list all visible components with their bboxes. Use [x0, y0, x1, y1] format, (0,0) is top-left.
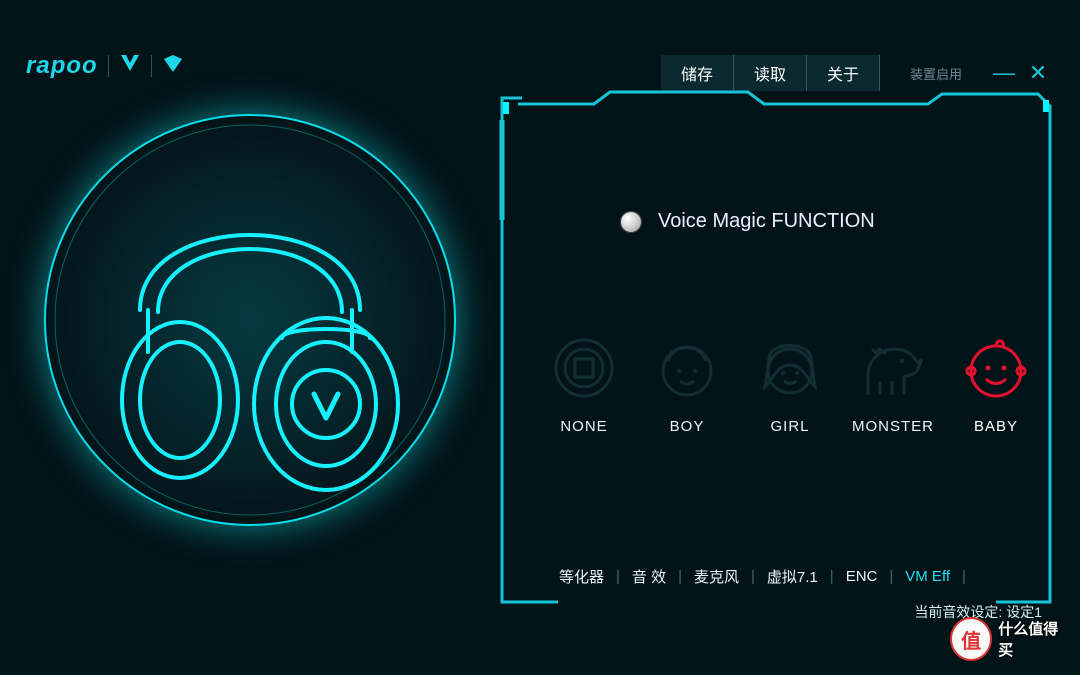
effect-none[interactable]: NONE: [540, 332, 628, 435]
bottom-tabs: 等化器 | 音 效 | 麦克风 | 虚拟7.1 | ENC | VM Eff |: [555, 566, 974, 587]
effect-label: NONE: [540, 418, 628, 435]
tab-sound-effect[interactable]: 音 效: [628, 566, 670, 587]
save-button[interactable]: 储存: [661, 55, 734, 91]
baby-icon: [952, 332, 1040, 404]
voice-magic-label: Voice Magic FUNCTION: [658, 210, 875, 233]
brand-logo: rapoo: [26, 52, 184, 80]
brand-name: rapoo: [26, 52, 98, 80]
voice-effects-row: NONE BOY GIRL MONSTER BABY: [540, 332, 1040, 435]
effect-boy[interactable]: BOY: [643, 332, 731, 435]
radio-icon: [620, 211, 642, 233]
watermark: 值 什么值得买: [950, 613, 1070, 665]
effect-label: MONSTER: [849, 418, 937, 435]
watermark-text: 什么值得买: [998, 618, 1070, 660]
logo-sep: [151, 55, 152, 77]
window-toolbar: 储存 读取 关于 装置启用 — ✕: [661, 55, 1050, 91]
device-status: 装置启用: [910, 64, 962, 83]
close-button[interactable]: ✕: [1026, 60, 1050, 86]
tab-equalizer[interactable]: 等化器: [555, 566, 608, 587]
watermark-badge-icon: 值: [950, 617, 992, 661]
minimize-button[interactable]: —: [992, 60, 1016, 86]
effect-baby[interactable]: BABY: [952, 332, 1040, 435]
logo-sep: [108, 55, 109, 77]
headset-visual: [30, 100, 470, 540]
effect-girl[interactable]: GIRL: [746, 332, 834, 435]
brand-v-icon: [119, 53, 141, 79]
boy-icon: [643, 332, 731, 404]
tab-enc[interactable]: ENC: [842, 568, 882, 585]
none-icon: [540, 332, 628, 404]
effect-label: BABY: [952, 418, 1040, 435]
brand-shield-icon: [162, 53, 184, 79]
effect-label: BOY: [643, 418, 731, 435]
tab-vm-eff[interactable]: VM Eff: [901, 568, 954, 585]
effect-label: GIRL: [746, 418, 834, 435]
voice-magic-toggle[interactable]: Voice Magic FUNCTION: [620, 210, 875, 233]
load-button[interactable]: 读取: [734, 55, 807, 91]
tab-virtual-71[interactable]: 虚拟7.1: [763, 566, 822, 587]
monster-icon: [849, 332, 937, 404]
about-button[interactable]: 关于: [807, 55, 880, 91]
girl-icon: [746, 332, 834, 404]
effect-monster[interactable]: MONSTER: [849, 332, 937, 435]
tab-microphone[interactable]: 麦克风: [690, 566, 743, 587]
